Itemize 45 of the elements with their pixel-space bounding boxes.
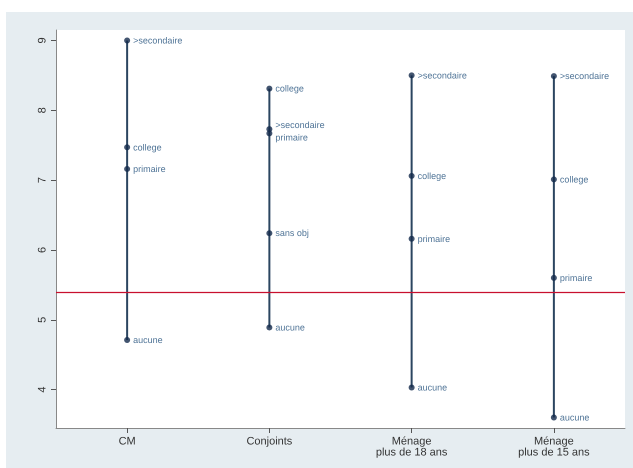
point: [266, 130, 272, 136]
text: college: [560, 174, 588, 184]
point: [408, 72, 415, 78]
y-tick-label: 5: [36, 316, 48, 323]
series-label: primaire: [133, 164, 166, 174]
series-label: >secondaire: [133, 35, 182, 46]
point: [266, 324, 272, 330]
y-tick-label: 4: [36, 386, 48, 393]
point: [550, 414, 557, 421]
text: aucune: [275, 322, 305, 332]
point: [124, 144, 130, 150]
series-label: college: [133, 142, 162, 152]
point: [266, 230, 272, 236]
y-tick-label: 6: [36, 246, 48, 254]
point: [408, 236, 415, 242]
x-tick-label: CM: [118, 436, 136, 448]
text: >secondaire: [275, 120, 325, 130]
bar: [268, 88, 270, 328]
text: aucune: [560, 412, 590, 423]
point: [550, 274, 557, 281]
point: [124, 37, 130, 44]
x-tick-label: Ménage plus de 15 ans: [518, 436, 590, 458]
point: [550, 176, 557, 182]
point: [550, 73, 557, 80]
series-label: sans obj: [275, 228, 309, 238]
y-tick-label: 7: [36, 177, 48, 184]
text: college: [275, 84, 304, 94]
text: primaire: [418, 234, 450, 244]
text: >secondaire: [418, 70, 467, 80]
point: [124, 337, 130, 344]
y-tick-label: 8: [36, 107, 48, 114]
y-tick-label: 9: [36, 37, 48, 44]
text: primaire: [560, 272, 592, 283]
text: primaire: [275, 132, 308, 142]
bar: [410, 75, 413, 388]
point: [408, 384, 415, 390]
text: >secondaire: [560, 71, 610, 82]
x-tick-label: Ménage plus de 18 ans: [376, 436, 448, 458]
series-label: aucune: [133, 335, 163, 346]
text: college: [418, 170, 446, 181]
point: [124, 166, 130, 172]
x-tick-label: Conjoints: [246, 436, 293, 448]
point: [408, 172, 415, 179]
point: [266, 86, 272, 92]
text: aucune: [418, 382, 448, 392]
